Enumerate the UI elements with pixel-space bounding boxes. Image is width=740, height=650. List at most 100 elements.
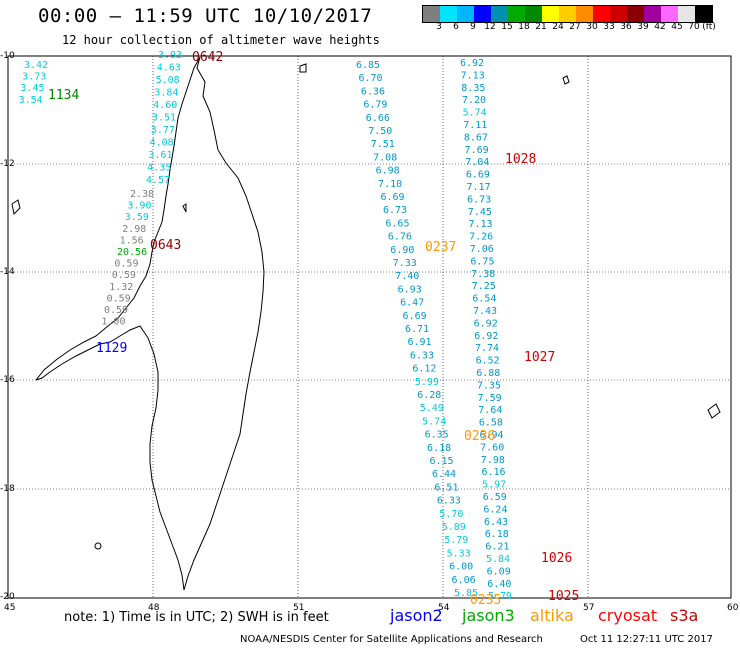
wave-height-value: 5.84 bbox=[486, 554, 510, 565]
wave-height-value: 6.12 bbox=[412, 364, 436, 375]
color-scale-label: 12 bbox=[484, 22, 496, 32]
wave-height-value: 7.51 bbox=[371, 139, 395, 150]
wave-height-value: 6.43 bbox=[484, 517, 508, 528]
color-swatch bbox=[695, 6, 712, 22]
color-swatch bbox=[508, 6, 525, 22]
color-scale-label: 70 bbox=[688, 22, 700, 32]
wave-height-value: 3.59 bbox=[125, 212, 149, 223]
wave-height-value: 6.15 bbox=[430, 456, 454, 467]
wave-height-value: 7.26 bbox=[469, 232, 493, 243]
wave-height-value: 5.99 bbox=[415, 377, 439, 388]
legend-note: note: 1) Time is in UTC; 2) SWH is in fe… bbox=[64, 610, 329, 625]
lon-label-57: 57 bbox=[583, 603, 595, 613]
wave-height-value: 6.73 bbox=[383, 205, 407, 216]
wave-height-value: 7.69 bbox=[465, 145, 489, 156]
wave-height-value: 6.35 bbox=[425, 430, 449, 441]
color-scale-label: 24 bbox=[552, 22, 564, 32]
color-swatch bbox=[644, 6, 661, 22]
color-scale-label: 6 bbox=[453, 22, 459, 32]
wave-height-value: 5.33 bbox=[447, 548, 471, 559]
pass-time-label: 1026 bbox=[541, 551, 572, 566]
wave-height-value: 6.93 bbox=[398, 284, 422, 295]
wave-height-value: 6.70 bbox=[358, 73, 382, 84]
color-scale-label: (ft) bbox=[702, 22, 716, 32]
wave-height-value: 7.11 bbox=[463, 120, 487, 131]
color-scale-label: 27 bbox=[569, 22, 581, 32]
wave-height-value: 3.61 bbox=[148, 150, 172, 161]
wave-height-value: 7.13 bbox=[468, 219, 492, 230]
wave-height-value: 2.98 bbox=[122, 224, 146, 235]
wave-height-value: 4.57 bbox=[146, 175, 170, 186]
wave-height-value: 6.18 bbox=[485, 529, 509, 540]
wave-height-value: 4.60 bbox=[153, 100, 177, 111]
wave-height-value: 5.89 bbox=[442, 522, 466, 533]
wave-height-value: 7.25 bbox=[472, 281, 496, 292]
wave-height-value: 6.28 bbox=[417, 390, 441, 401]
wave-height-value: 3.77 bbox=[151, 125, 175, 136]
wave-height-value: 7.45 bbox=[468, 207, 492, 218]
wave-height-value: 7.08 bbox=[373, 152, 397, 163]
wave-height-value: 7.60 bbox=[480, 442, 504, 453]
wave-height-value: 6.54 bbox=[472, 294, 496, 305]
color-scale-labels: 3 6 9 12 15 18 21 24 27 30 33 36 39 42 45 70 (ft) bbox=[422, 22, 732, 36]
wave-height-value: 6.51 bbox=[434, 482, 458, 493]
wave-height-value: 1.00 bbox=[101, 317, 125, 328]
wave-height-value: 6.85 bbox=[356, 60, 380, 71]
wave-height-value: 6.69 bbox=[381, 192, 405, 203]
wave-height-value: 8.67 bbox=[464, 132, 488, 143]
lon-label-51: 51 bbox=[293, 603, 305, 613]
color-swatch bbox=[678, 6, 695, 22]
wave-height-value: 6.58 bbox=[479, 418, 503, 429]
wave-height-value: 6.24 bbox=[483, 504, 507, 515]
wave-height-value: 5.79 bbox=[488, 591, 512, 602]
color-swatch bbox=[525, 6, 542, 22]
color-swatch bbox=[457, 6, 474, 22]
pass-time-label: 0643 bbox=[150, 238, 181, 253]
wave-height-value: 7.20 bbox=[462, 95, 486, 106]
pass-time-label: 1028 bbox=[505, 152, 536, 167]
wave-height-value: 0.59 bbox=[114, 259, 138, 270]
wave-height-value: 7.64 bbox=[478, 405, 502, 416]
wave-height-value: 3.45 bbox=[20, 83, 44, 94]
color-swatch bbox=[542, 6, 559, 22]
lat-label-20: -20 bbox=[0, 592, 15, 602]
color-swatch bbox=[491, 6, 508, 22]
map-frame bbox=[7, 55, 732, 599]
wave-height-value: 7.17 bbox=[467, 182, 491, 193]
footer-credit: NOAA/NESDIS Center for Satellite Applica… bbox=[240, 634, 543, 645]
wave-height-value: 7.13 bbox=[461, 70, 485, 81]
wave-height-value: 0.59 bbox=[107, 293, 131, 304]
sat-jason3: jason3 bbox=[462, 606, 515, 625]
lat-label-18: -18 bbox=[0, 484, 15, 494]
wave-height-value: 3.54 bbox=[19, 95, 43, 106]
track-labels-layer: 6.85 6.70 6.36 6.79 6.66 7.50 7.51 7.08 6.98 7.10… bbox=[19, 50, 580, 608]
wave-height-value: 6.36 bbox=[361, 86, 385, 97]
color-swatch bbox=[610, 6, 627, 22]
wave-height-value: 0.59 bbox=[112, 270, 136, 281]
pass-time-label: 1134 bbox=[48, 88, 79, 103]
color-scale-label: 39 bbox=[637, 22, 649, 32]
lat-label-16: -16 bbox=[0, 375, 15, 385]
wave-height-value: 3.73 bbox=[22, 72, 46, 83]
color-scale-bar bbox=[422, 5, 713, 23]
wave-height-value: 6.69 bbox=[466, 170, 490, 181]
lon-label-54: 54 bbox=[438, 603, 450, 613]
wave-height-value: 6.73 bbox=[467, 194, 491, 205]
pass-time-label: 0236 bbox=[464, 429, 495, 444]
lat-label-14: -14 bbox=[0, 267, 15, 277]
sat-cryosat: cryosat bbox=[598, 606, 658, 625]
pass-time-label: 1129 bbox=[96, 341, 127, 356]
legend-note-text: note: 1) Time is in UTC; 2) SWH is in fe… bbox=[64, 610, 329, 625]
color-scale-label: 18 bbox=[518, 22, 530, 32]
wave-height-value: 6.71 bbox=[405, 324, 429, 335]
wave-height-value: 6.92 bbox=[460, 58, 484, 69]
wave-height-value: 6.59 bbox=[483, 492, 507, 503]
color-swatch bbox=[440, 6, 457, 22]
wave-height-value: 6.65 bbox=[385, 218, 409, 229]
color-scale-label: 42 bbox=[654, 22, 666, 32]
pass-time-label: 0235 bbox=[470, 593, 501, 608]
wave-height-value: 6.76 bbox=[388, 232, 412, 243]
wave-height-value: 3.93 bbox=[158, 50, 182, 61]
sat-altika: altika bbox=[530, 606, 574, 625]
map-title: 00:00 — 11:59 UTC 10/10/2017 bbox=[38, 5, 373, 27]
